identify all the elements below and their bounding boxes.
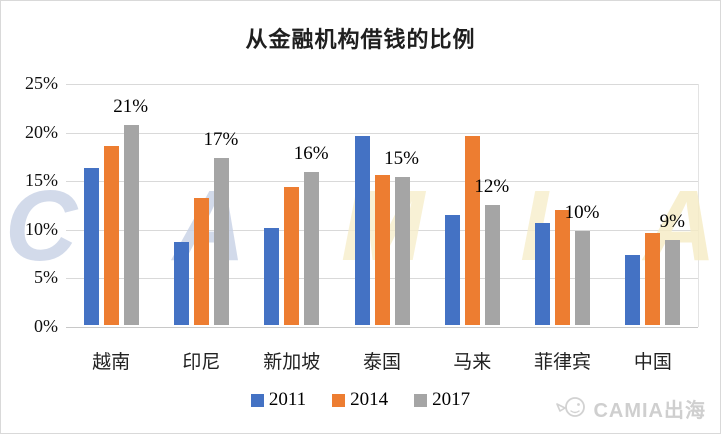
bar-group: 15% [354,82,419,325]
x-axis-category-label: 印尼 [182,352,221,373]
chick-logo-icon [556,397,586,417]
gridline [66,132,698,134]
bar-2011 [535,222,551,325]
x-axis-category-label: 越南 [92,352,131,373]
bar-value-label: 15% [384,148,419,170]
bar-2017 [394,177,410,325]
y-axis-tick-label: 20% [25,121,58,142]
plot-area-right-edge [698,84,699,327]
bar-2011 [83,167,99,325]
legend-label: 2014 [350,389,389,410]
bar-2014 [284,187,300,325]
y-axis-tick-label: 10% [25,218,58,239]
legend-item-2017: 2017 [414,389,470,411]
gridline [66,84,698,85]
y-axis-tick-label: 0% [34,316,58,336]
bar-value-label: 12% [474,175,510,197]
chart-legend: 2011 2014 2017 [1,389,720,411]
legend-swatch [250,393,264,407]
y-axis-tick-label: 5% [34,267,58,288]
watermark-footer: CAMIA出海 [555,394,706,423]
legend-label: 2011 [268,389,307,410]
x-axis-category-label: 泰国 [362,352,402,373]
x-axis-category-label: 马来 [453,352,492,373]
bar-value-label: 10% [564,201,600,223]
bar-group: 17% [173,82,238,325]
bar-2017 [304,172,320,325]
bar-2011 [354,136,370,325]
bar-2014 [193,197,209,325]
y-axis-tick-label: 25% [25,73,58,93]
bar-2014 [555,210,571,325]
bar-group: 9% [625,82,685,325]
legend-swatch [332,393,346,407]
bar-2011 [173,242,189,325]
legend-item-2011: 2011 [250,389,307,411]
y-axis-tick-label: 15% [25,170,58,191]
bar-2017 [484,204,500,325]
bar-value-label: 16% [293,143,329,165]
bar-group: 21% [83,82,148,325]
bar-value-label: 21% [113,95,149,117]
bar-2017 [575,230,591,325]
x-axis-category-label: 新加坡 [263,352,321,373]
bar-2014 [103,146,119,325]
bar-2014 [464,135,480,325]
bar-2017 [213,157,229,325]
bar-2011 [625,255,641,325]
bar-group: 12% [444,82,509,325]
legend-item-2014: 2014 [332,389,388,411]
bar-2011 [444,215,460,325]
legend-swatch [414,393,428,407]
x-axis-category-label: 中国 [633,352,672,373]
bar-2014 [645,232,661,325]
gridline [66,327,698,328]
bar-value-label: 9% [659,211,686,233]
bar-2017 [665,240,681,325]
chart-title: 从金融机构借钱的比例 [245,27,476,52]
bar-2017 [123,124,139,325]
bar-value-label: 17% [203,128,239,150]
watermark-footer-text: CAMIA出海 [593,400,706,422]
bar-group: 10% [535,82,599,325]
legend-label: 2017 [432,389,471,410]
bar-group: 16% [264,82,329,325]
bar-2014 [374,175,390,325]
x-axis-category-label: 菲律宾 [534,352,592,373]
bar-2011 [264,227,280,325]
